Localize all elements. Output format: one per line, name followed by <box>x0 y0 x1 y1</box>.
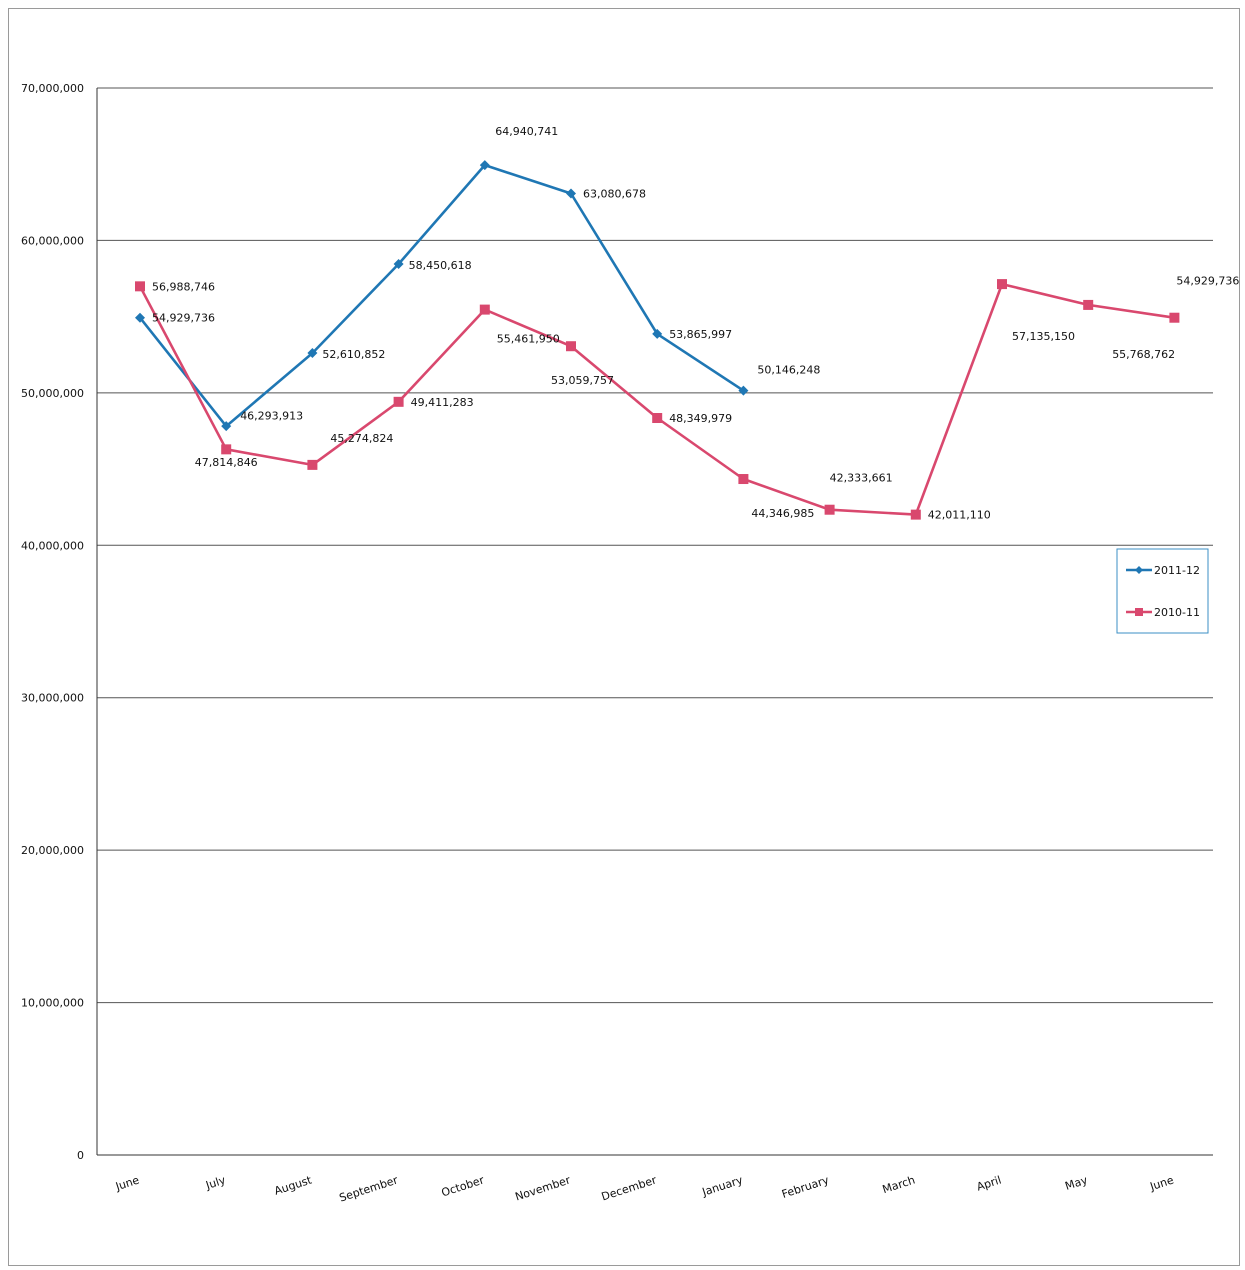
data-label: 63,080,678 <box>583 187 646 200</box>
data-label: 56,988,746 <box>152 280 215 293</box>
data-point <box>566 341 576 352</box>
chart-frame <box>8 8 1240 1266</box>
data-point <box>738 385 749 396</box>
data-label: 45,274,824 <box>330 432 393 445</box>
legend-label: 2010-11 <box>1154 606 1200 619</box>
data-point <box>1169 312 1180 323</box>
data-point <box>135 281 145 292</box>
legend-marker <box>1135 608 1143 616</box>
data-label: 42,011,110 <box>928 509 991 522</box>
data-label: 50,146,248 <box>757 364 820 377</box>
data-point <box>221 444 232 455</box>
data-label: 52,610,852 <box>322 348 385 361</box>
data-label: 46,293,913 <box>240 409 303 422</box>
x-tick-label: December <box>600 1173 659 1203</box>
x-tick-label: July <box>203 1173 227 1192</box>
x-tick-label: June <box>1148 1173 1176 1193</box>
data-label: 54,929,736 <box>152 312 215 325</box>
data-label: 47,814,846 <box>195 456 258 469</box>
data-labels: 54,929,736 47,814,846 52,610,852 58,450,618… <box>152 125 1239 522</box>
data-label: 53,059,757 <box>551 374 614 387</box>
data-point <box>393 396 404 407</box>
data-point <box>135 312 145 323</box>
legend-marker <box>1135 566 1143 574</box>
data-point <box>824 504 835 515</box>
data-point <box>738 474 749 485</box>
x-tick-label: September <box>338 1173 400 1204</box>
y-tick-label: 70,000,000 <box>21 82 84 95</box>
data-label: 58,450,618 <box>409 259 472 272</box>
gridlines <box>97 87 1213 1004</box>
legend: 2011-12 2010-11 <box>1116 548 1209 634</box>
data-label: 53,865,997 <box>669 328 732 341</box>
y-tick-label: 0 <box>77 1149 84 1162</box>
x-tick-label: May <box>1063 1173 1089 1193</box>
series-line-2010-11 <box>138 282 1175 516</box>
y-tick-label: 30,000,000 <box>21 692 84 705</box>
data-point <box>652 413 663 424</box>
x-tick-label: October <box>440 1173 486 1199</box>
data-label: 64,940,741 <box>495 125 558 138</box>
x-tick-labels: June July August September October November De… <box>113 1173 1175 1204</box>
data-point <box>479 160 490 171</box>
data-point <box>566 188 576 199</box>
data-label: 55,461,950 <box>497 333 560 346</box>
y-tick-label: 20,000,000 <box>21 844 84 857</box>
data-point <box>1083 299 1094 310</box>
y-tick-label: 10,000,000 <box>21 997 84 1010</box>
data-label: 42,333,661 <box>830 472 893 485</box>
series-lines <box>135 160 1180 520</box>
x-tick-label: April <box>975 1173 1003 1193</box>
series-line-2011-12 <box>138 163 745 428</box>
x-tick-label: June <box>113 1173 141 1193</box>
axes <box>96 88 1213 1156</box>
data-label: 49,411,283 <box>411 396 474 409</box>
x-tick-label: March <box>881 1173 917 1196</box>
data-point <box>479 304 490 315</box>
y-tick-label: 40,000,000 <box>21 539 84 552</box>
x-tick-label: January <box>700 1173 745 1199</box>
x-tick-label: November <box>513 1173 572 1203</box>
x-tick-label: February <box>780 1173 831 1201</box>
x-tick-label: August <box>273 1173 314 1197</box>
data-point <box>307 459 318 470</box>
data-label: 48,349,979 <box>669 412 732 425</box>
data-point <box>910 509 921 520</box>
data-point <box>393 259 404 270</box>
data-point <box>997 279 1007 290</box>
legend-label: 2011-12 <box>1154 564 1200 577</box>
legend-box <box>1116 548 1209 634</box>
y-tick-labels: 0 10,000,000 20,000,000 30,000,000 40,000,00… <box>21 82 84 1162</box>
data-point <box>221 421 232 432</box>
data-label: 54,929,736 <box>1176 275 1239 288</box>
data-label: 57,135,150 <box>1012 330 1075 343</box>
y-tick-label: 50,000,000 <box>21 387 84 400</box>
y-tick-label: 60,000,000 <box>21 234 84 247</box>
data-label: 44,346,985 <box>751 507 814 520</box>
data-point <box>652 328 663 339</box>
data-label: 55,768,762 <box>1112 348 1175 361</box>
data-point <box>307 348 318 359</box>
